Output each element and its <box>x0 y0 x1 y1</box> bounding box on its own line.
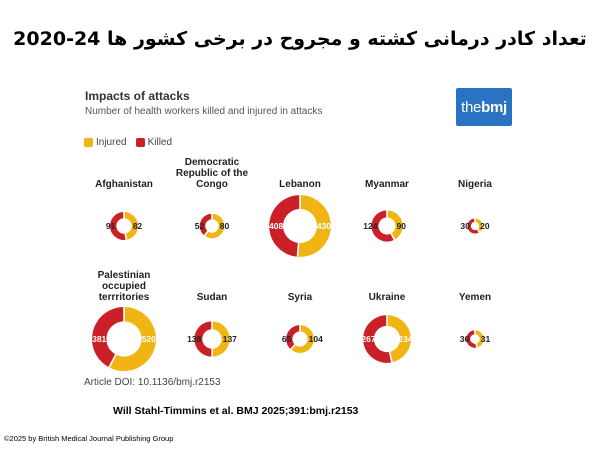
value-label-killed: 381 <box>92 334 106 344</box>
value-label-killed: 36 <box>460 334 470 344</box>
value-label-killed: 91 <box>106 221 116 231</box>
logo-suffix: bmj <box>481 98 507 116</box>
slice-killed <box>199 213 212 236</box>
donut-syria: 104 65 Syria <box>282 292 323 353</box>
slice-injured <box>124 211 139 240</box>
slice-injured <box>387 315 411 363</box>
value-label-injured: 430 <box>317 221 331 231</box>
slice-separator <box>476 228 481 233</box>
country-label: Democratic Republic of the Congo <box>176 157 249 190</box>
donut-lebanon: 430 408 Lebanon <box>269 179 331 258</box>
donut-palestinian-occupied-terrritories: 520 381 Palestinian occupied terrritories <box>91 270 156 371</box>
country-label: Nigeria <box>458 179 492 190</box>
slice-injured <box>475 218 483 233</box>
article-doi: Article DOI: 10.1136/bmj.r2153 <box>84 377 221 388</box>
slice-injured <box>212 321 230 357</box>
value-label-killed: 138 <box>187 334 201 344</box>
value-label-injured: 104 <box>309 334 323 344</box>
value-label-killed: 408 <box>269 221 283 231</box>
page-title: تعداد کادر درمانی کشته و مجروح در برخی ک… <box>13 28 587 50</box>
value-label-injured: 137 <box>223 334 237 344</box>
slice-killed <box>466 330 478 348</box>
slice-killed <box>363 315 392 363</box>
bmj-logo: the bmj <box>456 88 512 126</box>
slice-injured <box>290 325 314 353</box>
slice-killed <box>371 210 395 242</box>
slice-separator <box>203 230 209 237</box>
legend-item-killed: Killed <box>135 137 173 148</box>
slice-separator <box>388 351 393 364</box>
legend: Injured Killed <box>84 137 181 148</box>
value-label-killed: 267 <box>361 334 375 344</box>
country-label: Syria <box>288 292 313 303</box>
country-label: Lebanon <box>279 179 321 190</box>
chart-title: Impacts of attacks <box>85 89 190 103</box>
value-label-killed: 30 <box>460 221 470 231</box>
slice-separator <box>390 232 396 241</box>
donut-nigeria: 20 30 Nigeria <box>458 179 492 234</box>
value-label-injured: 31 <box>481 334 491 344</box>
country-label: Ukraine <box>369 292 406 303</box>
slice-injured <box>109 307 156 371</box>
value-label-killed: 124 <box>363 221 377 231</box>
value-label-injured: 20 <box>480 221 490 231</box>
legend-swatch-killed <box>135 138 145 147</box>
slice-killed <box>269 195 300 257</box>
legend-label-injured: Injured <box>96 137 127 148</box>
value-label-injured: 234 <box>398 334 412 344</box>
slice-separator <box>124 232 128 241</box>
donut-myanmar: 90 124 Myanmar <box>363 179 409 242</box>
slice-killed <box>467 218 480 234</box>
country-label: Afghanistan <box>95 179 153 190</box>
slice-injured <box>387 210 403 240</box>
slice-killed <box>286 325 300 350</box>
country-label: Sudan <box>197 292 228 303</box>
donut-yemen: 31 36 Yemen <box>459 292 491 349</box>
slice-separator <box>289 343 296 351</box>
copyright: ©2025 by British Medical Journal Publish… <box>4 434 174 443</box>
country-label: Palestinian occupied terrritories <box>98 270 151 303</box>
legend-swatch-injured <box>84 138 93 147</box>
chart-subtitle: Number of health workers killed and inju… <box>85 106 323 117</box>
slice-separator <box>475 342 478 349</box>
legend-item-injured: Injured <box>84 137 127 148</box>
slice-injured <box>475 330 484 348</box>
slice-killed <box>194 321 213 357</box>
donut-sudan: 137 138 Sudan <box>187 292 237 358</box>
slice-injured <box>297 195 331 257</box>
donut-ukraine: 234 267 Ukraine <box>361 292 413 364</box>
value-label-injured: 82 <box>133 221 143 231</box>
value-label-killed: 65 <box>282 334 292 344</box>
slice-killed <box>91 307 124 368</box>
slice-separator <box>108 353 117 369</box>
value-label-injured: 90 <box>397 221 407 231</box>
donut-democratic-republicofthe-congo: 80 52 Democratic Republic of the Congo <box>176 157 249 239</box>
country-label: Yemen <box>459 292 491 303</box>
value-label-injured: 80 <box>220 221 230 231</box>
slice-injured <box>204 213 225 239</box>
value-label-injured: 520 <box>142 334 156 344</box>
slice-separator <box>296 242 300 258</box>
value-label-killed: 52 <box>195 221 205 231</box>
country-label: Myanmar <box>365 179 409 190</box>
citation: Will Stahl-Timmins et al. BMJ 2025;391:b… <box>113 405 359 417</box>
logo-prefix: the <box>461 98 482 116</box>
donut-afghanistan: 82 91 Afghanistan <box>95 179 153 241</box>
slice-killed <box>109 211 127 241</box>
legend-label-killed: Killed <box>147 137 173 148</box>
